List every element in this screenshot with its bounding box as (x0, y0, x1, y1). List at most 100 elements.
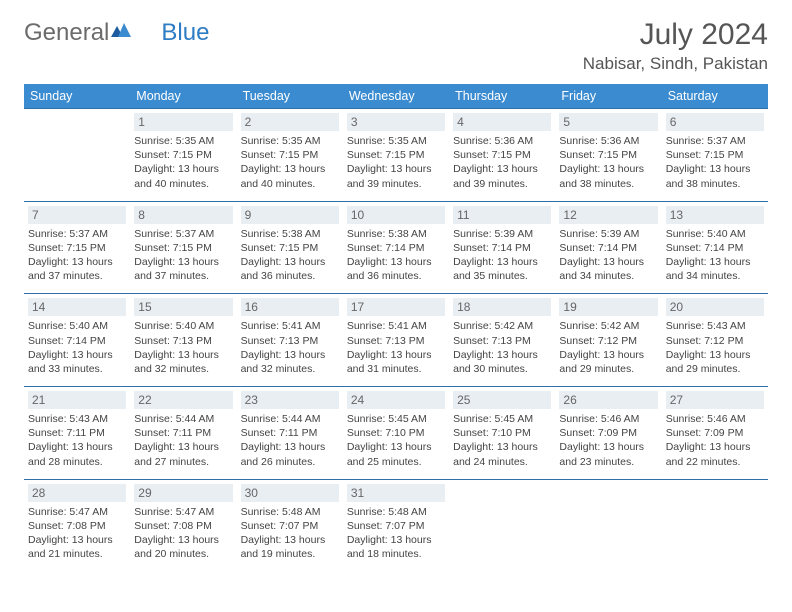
dayhead-thu: Thursday (449, 84, 555, 109)
day-number: 7 (28, 206, 126, 224)
day-number: 6 (666, 113, 764, 131)
day-number: 11 (453, 206, 551, 224)
day-number: 14 (28, 298, 126, 316)
day-info: Sunrise: 5:48 AMSunset: 7:07 PMDaylight:… (241, 505, 339, 562)
dayhead-fri: Friday (555, 84, 661, 109)
calendar-table: Sunday Monday Tuesday Wednesday Thursday… (24, 84, 768, 571)
day-number: 4 (453, 113, 551, 131)
day-info: Sunrise: 5:40 AMSunset: 7:14 PMDaylight:… (28, 319, 126, 376)
day-info: Sunrise: 5:47 AMSunset: 7:08 PMDaylight:… (28, 505, 126, 562)
day-number: 9 (241, 206, 339, 224)
day-info: Sunrise: 5:42 AMSunset: 7:12 PMDaylight:… (559, 319, 657, 376)
day-cell: 28Sunrise: 5:47 AMSunset: 7:08 PMDayligh… (24, 479, 130, 571)
day-cell: 8 Sunrise: 5:37 AMSunset: 7:15 PMDaylight… (130, 201, 236, 294)
day-info: Sunrise: 5:43 AMSunset: 7:11 PMDaylight:… (28, 412, 126, 469)
day-cell: 26 Sunrise: 5:46 AMSunset: 7:09 PMDayligh… (555, 387, 661, 480)
brand-part2: Blue (161, 19, 209, 47)
day-info: Sunrise: 5:41 AMSunset: 7:13 PMDaylight:… (347, 319, 445, 376)
dayhead-tue: Tuesday (237, 84, 343, 109)
day-cell: 16 Sunrise: 5:41 AMSunset: 7:13 PMDayligh… (237, 294, 343, 387)
day-info: Sunrise: 5:39 AMSunset: 7:14 PMDaylight:… (453, 227, 551, 284)
day-number: 22 (134, 391, 232, 409)
day-number: 15 (134, 298, 232, 316)
day-cell: 20Sunrise: 5:43 AMSunset: 7:12 PMDayligh… (662, 294, 768, 387)
day-info: Sunrise: 5:44 AMSunset: 7:11 PMDaylight:… (241, 412, 339, 469)
day-number: 27 (666, 391, 764, 409)
day-number: 31 (347, 484, 445, 502)
day-info: Sunrise: 5:36 AMSunset: 7:15 PMDaylight:… (453, 134, 551, 191)
brand-logo: General Blue (24, 18, 209, 48)
day-info: Sunrise: 5:36 AMSunset: 7:15 PMDaylight:… (559, 134, 657, 191)
day-cell: 1Sunrise: 5:35 AMSunset: 7:15 PMDaylight… (130, 109, 236, 202)
day-number: 5 (559, 113, 657, 131)
title-block: July 2024 Nabisar, Sindh, Pakistan (583, 18, 768, 74)
day-cell: 30 Sunrise: 5:48 AMSunset: 7:07 PMDayligh… (237, 479, 343, 571)
day-info: Sunrise: 5:41 AMSunset: 7:13 PMDaylight:… (241, 319, 339, 376)
day-number: 8 (134, 206, 232, 224)
day-info: Sunrise: 5:47 AMSunset: 7:08 PMDaylight:… (134, 505, 232, 562)
day-info: Sunrise: 5:35 AMSunset: 7:15 PMDaylight:… (347, 134, 445, 191)
day-cell: 5 Sunrise: 5:36 AMSunset: 7:15 PMDaylight… (555, 109, 661, 202)
dayhead-mon: Monday (130, 84, 236, 109)
day-number: 29 (134, 484, 232, 502)
day-info: Sunrise: 5:42 AMSunset: 7:13 PMDaylight:… (453, 319, 551, 376)
day-number: 23 (241, 391, 339, 409)
day-info: Sunrise: 5:38 AMSunset: 7:15 PMDaylight:… (241, 227, 339, 284)
day-number: 16 (241, 298, 339, 316)
day-cell: 18Sunrise: 5:42 AMSunset: 7:13 PMDayligh… (449, 294, 555, 387)
day-number: 17 (347, 298, 445, 316)
day-cell: 7 Sunrise: 5:37 AMSunset: 7:15 PMDaylight… (24, 201, 130, 294)
day-cell: 25Sunrise: 5:45 AMSunset: 7:10 PMDayligh… (449, 387, 555, 480)
day-cell: 2Sunrise: 5:35 AMSunset: 7:15 PMDaylight… (237, 109, 343, 202)
day-info: Sunrise: 5:37 AMSunset: 7:15 PMDaylight:… (28, 227, 126, 284)
day-cell: 27Sunrise: 5:46 AMSunset: 7:09 PMDayligh… (662, 387, 768, 480)
day-cell (449, 479, 555, 571)
day-cell: 22 Sunrise: 5:44 AMSunset: 7:11 PMDayligh… (130, 387, 236, 480)
day-number: 30 (241, 484, 339, 502)
day-cell: 17 Sunrise: 5:41 AMSunset: 7:13 PMDayligh… (343, 294, 449, 387)
day-cell: 15 Sunrise: 5:40 AMSunset: 7:13 PMDayligh… (130, 294, 236, 387)
day-number: 10 (347, 206, 445, 224)
week-row: 21Sunrise: 5:43 AMSunset: 7:11 PMDayligh… (24, 387, 768, 480)
page-header: General Blue July 2024 Nabisar, Sindh, P… (24, 18, 768, 74)
location-text: Nabisar, Sindh, Pakistan (583, 54, 768, 74)
day-info: Sunrise: 5:37 AMSunset: 7:15 PMDaylight:… (666, 134, 764, 191)
flag-icon (111, 18, 131, 46)
day-cell: 21Sunrise: 5:43 AMSunset: 7:11 PMDayligh… (24, 387, 130, 480)
month-title: July 2024 (583, 18, 768, 52)
day-info: Sunrise: 5:35 AMSunset: 7:15 PMDaylight:… (241, 134, 339, 191)
day-number: 3 (347, 113, 445, 131)
day-header-row: Sunday Monday Tuesday Wednesday Thursday… (24, 84, 768, 109)
dayhead-wed: Wednesday (343, 84, 449, 109)
day-info: Sunrise: 5:46 AMSunset: 7:09 PMDaylight:… (559, 412, 657, 469)
day-cell (555, 479, 661, 571)
day-cell: 24 Sunrise: 5:45 AMSunset: 7:10 PMDayligh… (343, 387, 449, 480)
brand-part1: General (24, 19, 109, 47)
day-cell: 4 Sunrise: 5:36 AMSunset: 7:15 PMDaylight… (449, 109, 555, 202)
day-cell: 9 Sunrise: 5:38 AMSunset: 7:15 PMDaylight… (237, 201, 343, 294)
day-number: 19 (559, 298, 657, 316)
day-cell: 6 Sunrise: 5:37 AMSunset: 7:15 PMDaylight… (662, 109, 768, 202)
day-number: 25 (453, 391, 551, 409)
day-info: Sunrise: 5:43 AMSunset: 7:12 PMDaylight:… (666, 319, 764, 376)
day-number: 24 (347, 391, 445, 409)
day-cell: 13Sunrise: 5:40 AMSunset: 7:14 PMDayligh… (662, 201, 768, 294)
day-cell: 3 Sunrise: 5:35 AMSunset: 7:15 PMDaylight… (343, 109, 449, 202)
day-number: 1 (134, 113, 232, 131)
day-info: Sunrise: 5:40 AMSunset: 7:13 PMDaylight:… (134, 319, 232, 376)
dayhead-sun: Sunday (24, 84, 130, 109)
week-row: 7 Sunrise: 5:37 AMSunset: 7:15 PMDaylight… (24, 201, 768, 294)
day-info: Sunrise: 5:37 AMSunset: 7:15 PMDaylight:… (134, 227, 232, 284)
day-info: Sunrise: 5:40 AMSunset: 7:14 PMDaylight:… (666, 227, 764, 284)
day-info: Sunrise: 5:48 AMSunset: 7:07 PMDaylight:… (347, 505, 445, 562)
day-info: Sunrise: 5:45 AMSunset: 7:10 PMDaylight:… (347, 412, 445, 469)
calendar-body: 1 Sunrise: 5:35 AMSunset: 7:15 PMDaylight… (24, 109, 768, 572)
day-info: Sunrise: 5:44 AMSunset: 7:11 PMDaylight:… (134, 412, 232, 469)
day-number: 26 (559, 391, 657, 409)
dayhead-sat: Saturday (662, 84, 768, 109)
day-cell: 29 Sunrise: 5:47 AMSunset: 7:08 PMDayligh… (130, 479, 236, 571)
day-cell (662, 479, 768, 571)
week-row: 1 Sunrise: 5:35 AMSunset: 7:15 PMDaylight… (24, 109, 768, 202)
week-row: 28Sunrise: 5:47 AMSunset: 7:08 PMDayligh… (24, 479, 768, 571)
day-info: Sunrise: 5:38 AMSunset: 7:14 PMDaylight:… (347, 227, 445, 284)
